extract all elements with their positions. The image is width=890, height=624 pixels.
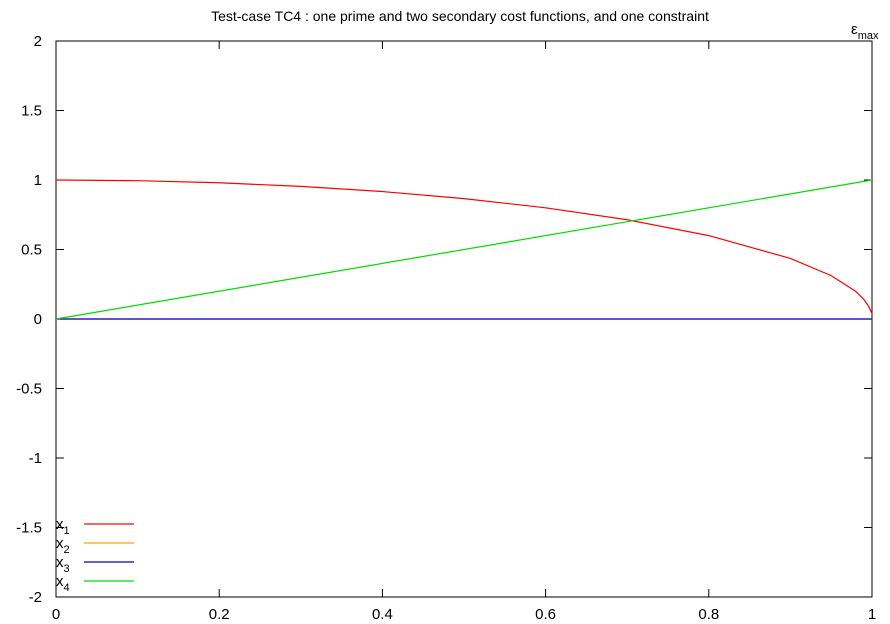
x-tick-label: 0 [52,606,60,623]
series-line-4 [55,179,873,320]
y-tick-label: -1.5 [16,520,42,537]
y-tick-label: 1.5 [21,103,42,120]
y-tick-label: -0.5 [16,381,42,398]
y-tick-label: -1 [29,450,42,467]
y-tick-label: 1 [34,172,42,189]
legend-label: x2 [56,535,70,556]
legend-label-main: x [56,535,64,552]
y-tick-label: 2 [34,33,42,50]
series-group [55,179,873,320]
legend-label-sub: 2 [64,544,70,556]
y-tick-label: 0.5 [21,242,42,259]
legend-label-main: x [56,554,64,571]
x-axis-label: εmax [851,21,879,42]
series-line-1 [55,179,873,314]
x-tick-label: 0.6 [535,606,556,623]
legend-label-sub: 1 [64,525,70,537]
legend-label-main: x [56,516,64,533]
y-tick-label: 0 [34,311,42,328]
legend-label-main: x [56,573,64,590]
x-axis-label-sub: max [858,30,879,42]
y-tick-label: -2 [29,589,42,606]
legend-label-sub: 3 [64,563,70,575]
x-axis-label-main: ε [851,21,858,38]
legend-label: x4 [56,573,70,594]
x-tick-label: 1 [868,606,876,623]
ticks-group: -2 -1.5 -1 -0.5 0 0.5 1 1.5 2 0 0.2 0.4 0.6 0.8 1 [16,33,876,623]
x-tick-label: 0.2 [209,606,230,623]
x-tick-label: 0.4 [372,606,393,623]
legend-label: x3 [56,554,70,575]
chart-title: Test-case TC4 : one prime and two second… [211,8,709,24]
legend-label-sub: 4 [64,582,70,594]
legend-label: x1 [56,516,70,537]
x-tick-label: 0.8 [698,606,719,623]
